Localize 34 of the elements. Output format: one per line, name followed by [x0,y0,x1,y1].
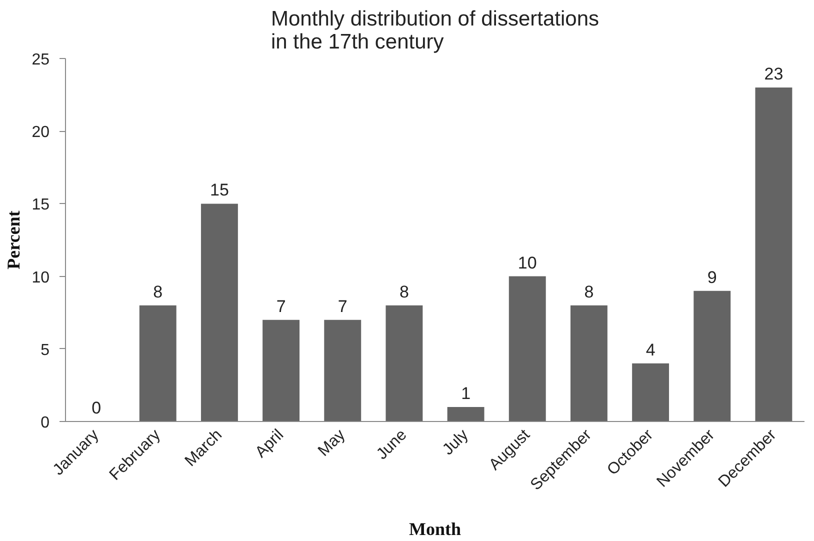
y-tick-label: 15 [32,196,50,214]
data-label: 0 [92,398,102,418]
bar [508,276,546,422]
bar [570,305,608,422]
bar [447,406,484,422]
x-axis-title: Month [409,518,462,539]
x-tick-label: July [440,426,472,459]
data-label: 8 [153,282,163,302]
data-label: 23 [764,64,784,84]
data-label: 1 [461,384,471,403]
data-label: 15 [210,180,229,200]
bar [632,363,670,422]
data-label: 7 [276,296,286,316]
y-tick-label: 10 [32,269,50,286]
bar [262,320,300,422]
x-tick-label: May [315,426,349,460]
bar [139,305,176,422]
y-tick-label: 5 [40,342,50,359]
bar [324,320,362,422]
data-label: 4 [646,340,656,360]
chart-title: Monthly distribution of dissertations in the 17th century [271,8,600,54]
y-tick-label: 20 [32,124,50,142]
bar [386,305,423,422]
data-label: 10 [518,253,537,272]
bar [755,88,792,422]
y-axis-title: Percent [4,210,24,270]
bar [200,204,238,422]
y-tick-label: 0 [40,414,50,432]
data-label: 7 [338,296,348,316]
data-label: 8 [584,282,594,302]
data-label: 9 [707,268,717,287]
y-tick-label: 25 [32,52,50,68]
bar [694,290,731,422]
data-label: 8 [399,282,409,302]
